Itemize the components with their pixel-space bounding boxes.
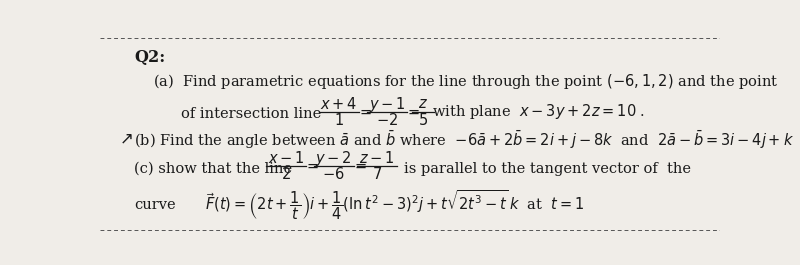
Text: $=$: $=$ xyxy=(357,105,373,119)
Text: $=$: $=$ xyxy=(406,105,421,119)
Text: (c) show that the line: (c) show that the line xyxy=(134,161,292,175)
Text: $-2$: $-2$ xyxy=(376,112,398,127)
Text: $5$: $5$ xyxy=(418,112,428,127)
Text: (b) Find the angle between $\bar{a}$ and $\bar{b}$ where  $-6\bar{a}+2\bar{b} = : (b) Find the angle between $\bar{a}$ and… xyxy=(134,129,794,151)
Text: (a)  Find parametric equations for the line through the point $(-6, 1, 2)$ and t: (a) Find parametric equations for the li… xyxy=(153,72,778,91)
Text: $-6$: $-6$ xyxy=(322,166,345,182)
Text: $=$: $=$ xyxy=(352,159,367,173)
Text: $\nearrow$: $\nearrow$ xyxy=(115,131,132,149)
Text: $x+4$: $x+4$ xyxy=(320,96,358,112)
Text: $y-1$: $y-1$ xyxy=(369,95,406,114)
Text: $y-2$: $y-2$ xyxy=(315,149,352,168)
Text: of intersection line: of intersection line xyxy=(181,107,321,121)
Text: is parallel to the tangent vector of  the: is parallel to the tangent vector of the xyxy=(404,161,690,175)
Text: $\vec{F}(t) = \left(2t + \dfrac{1}{t}\right)i + \dfrac{1}{4}\left(\ln t^{2} - 3\: $\vec{F}(t) = \left(2t + \dfrac{1}{t}\ri… xyxy=(206,188,585,222)
Text: $7$: $7$ xyxy=(372,166,382,182)
Text: curve: curve xyxy=(134,198,176,212)
Text: $x-1$: $x-1$ xyxy=(267,150,305,166)
Text: $z$: $z$ xyxy=(418,97,428,111)
Text: $z-1$: $z-1$ xyxy=(359,150,395,166)
Text: $2$: $2$ xyxy=(281,166,291,182)
Text: $=$: $=$ xyxy=(304,159,320,173)
Text: Q2:: Q2: xyxy=(134,49,166,66)
Text: with plane  $x - 3y + 2z = 10$ .: with plane $x - 3y + 2z = 10$ . xyxy=(432,102,645,121)
Text: $1$: $1$ xyxy=(334,112,344,127)
